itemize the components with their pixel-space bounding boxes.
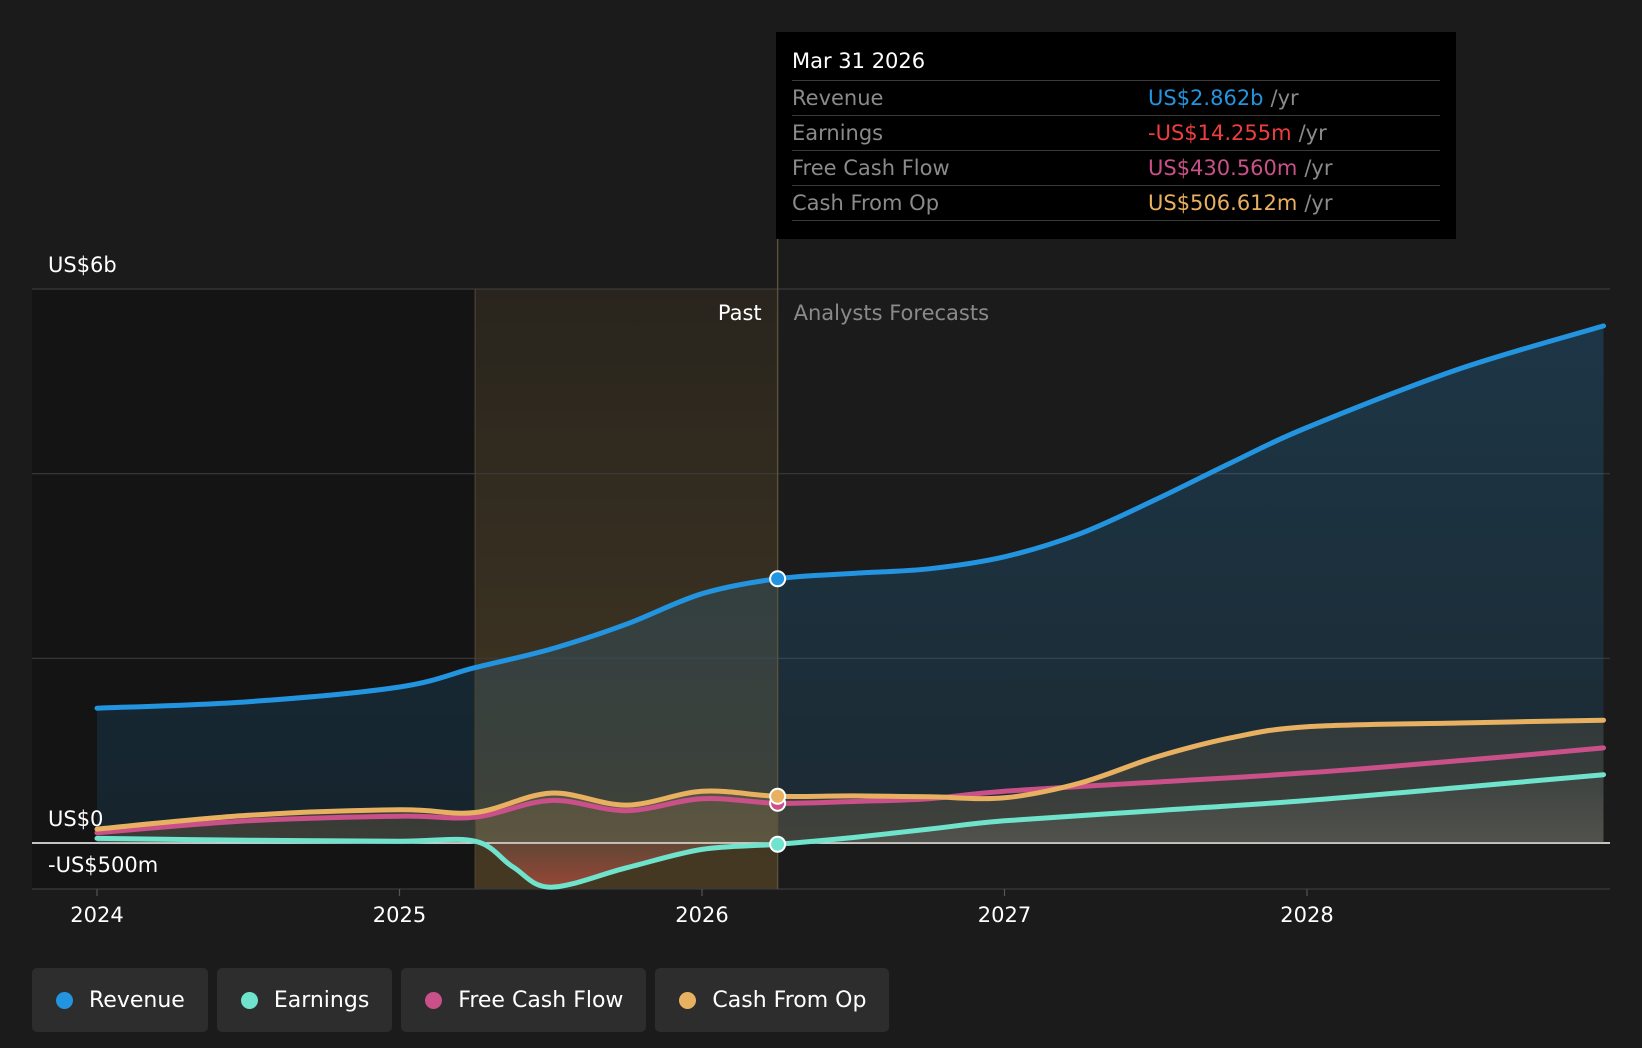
legend: Revenue Earnings Free Cash Flow Cash Fro… <box>32 968 890 1032</box>
tooltip-value: -US$14.255m <box>1148 121 1292 145</box>
tooltip-unit: /yr <box>1304 156 1333 180</box>
legend-item-revenue[interactable]: Revenue <box>32 968 208 1032</box>
tooltip-date: Mar 31 2026 <box>792 49 926 73</box>
past-label: Past <box>718 301 762 325</box>
x-tick-label: 2028 <box>1280 903 1333 927</box>
revenue-marker <box>769 570 787 588</box>
tooltip-label: Revenue <box>792 86 884 110</box>
revenue-line <box>94 323 1606 711</box>
x-tick-label: 2026 <box>675 903 728 927</box>
legend-item-earnings[interactable]: Earnings <box>216 968 393 1032</box>
legend-label: Revenue <box>89 987 185 1013</box>
revenue-area <box>97 325 1604 843</box>
free-cash-flow-line <box>94 745 1606 836</box>
tooltip-value: US$2.862b <box>1148 86 1264 110</box>
y-tick-label: US$0 <box>48 807 103 831</box>
y-tick-label: -US$500m <box>48 853 158 877</box>
legend-label: Cash From Op <box>712 987 867 1013</box>
forecast-label: Analysts Forecasts <box>794 301 989 325</box>
tooltip-value: US$506.612m <box>1148 191 1298 215</box>
tooltip-row-earnings: Earnings -US$14.255m /yr <box>792 115 1440 150</box>
tooltip: Mar 31 2026 Revenue US$2.862b /yr Earnin… <box>776 32 1456 239</box>
legend-dot-icon <box>679 991 697 1009</box>
x-tick-label: 2024 <box>70 903 123 927</box>
earnings-area <box>97 774 1604 888</box>
legend-dot-icon <box>240 991 258 1009</box>
tooltip-unit: /yr <box>1270 86 1299 110</box>
tooltip-row-cash-from-op: Cash From Op US$506.612m /yr <box>792 185 1440 221</box>
tooltip-label: Free Cash Flow <box>792 156 950 180</box>
tooltip-row-revenue: Revenue US$2.862b /yr <box>792 80 1440 115</box>
x-tick-label: 2025 <box>373 903 426 927</box>
earnings-marker <box>769 835 787 853</box>
legend-dot-icon <box>56 991 73 1009</box>
y-tick-label: US$6b <box>48 253 117 277</box>
legend-item-cash-from-op[interactable]: Cash From Op <box>655 968 890 1032</box>
tooltip-unit: /yr <box>1298 121 1327 145</box>
cash-from-op-line <box>94 717 1606 832</box>
tooltip-value: US$430.560m <box>1148 156 1298 180</box>
legend-label: Earnings <box>273 987 370 1013</box>
tooltip-label: Earnings <box>792 121 884 145</box>
legend-dot-icon <box>425 991 443 1009</box>
x-tick-label: 2027 <box>978 903 1031 927</box>
legend-label: Free Cash Flow <box>458 987 624 1013</box>
legend-item-free-cash-flow[interactable]: Free Cash Flow <box>401 968 647 1032</box>
tooltip-unit: /yr <box>1304 191 1333 215</box>
earnings-negative-area <box>475 841 778 888</box>
tooltip-label: Cash From Op <box>792 191 940 215</box>
cash-from-op-marker <box>769 787 787 805</box>
tooltip-row-free-cash-flow: Free Cash Flow US$430.560m /yr <box>792 150 1440 185</box>
